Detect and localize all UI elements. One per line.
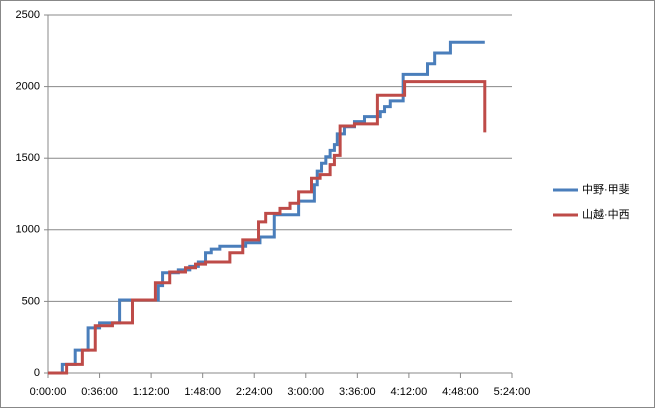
- x-tick-label: 1:12:00: [133, 386, 170, 398]
- x-tick-label: 3:00:00: [287, 386, 324, 398]
- y-tick-label: 2500: [16, 9, 40, 21]
- x-tick-label: 4:12:00: [391, 386, 428, 398]
- series-line: [48, 40, 485, 375]
- x-tick-label: 0:00:00: [30, 386, 67, 398]
- y-tick-label: 1500: [16, 152, 40, 164]
- legend-label: 山越·中西: [582, 207, 630, 221]
- y-tick-label: 2000: [16, 81, 40, 93]
- y-tick-label: 1000: [16, 224, 40, 236]
- legend-label: 中野·甲斐: [582, 183, 630, 196]
- x-tick-label: 2:24:00: [236, 386, 273, 398]
- x-tick-label: 4:48:00: [442, 386, 479, 398]
- x-tick-label: 5:24:00: [494, 386, 531, 398]
- y-tick-label: 500: [22, 295, 40, 307]
- x-tick-label: 0:36:00: [81, 386, 118, 398]
- series-line: [48, 80, 487, 375]
- x-tick-label: 1:48:00: [184, 386, 221, 398]
- y-tick-label: 0: [34, 367, 40, 379]
- x-tick-label: 3:36:00: [339, 386, 376, 398]
